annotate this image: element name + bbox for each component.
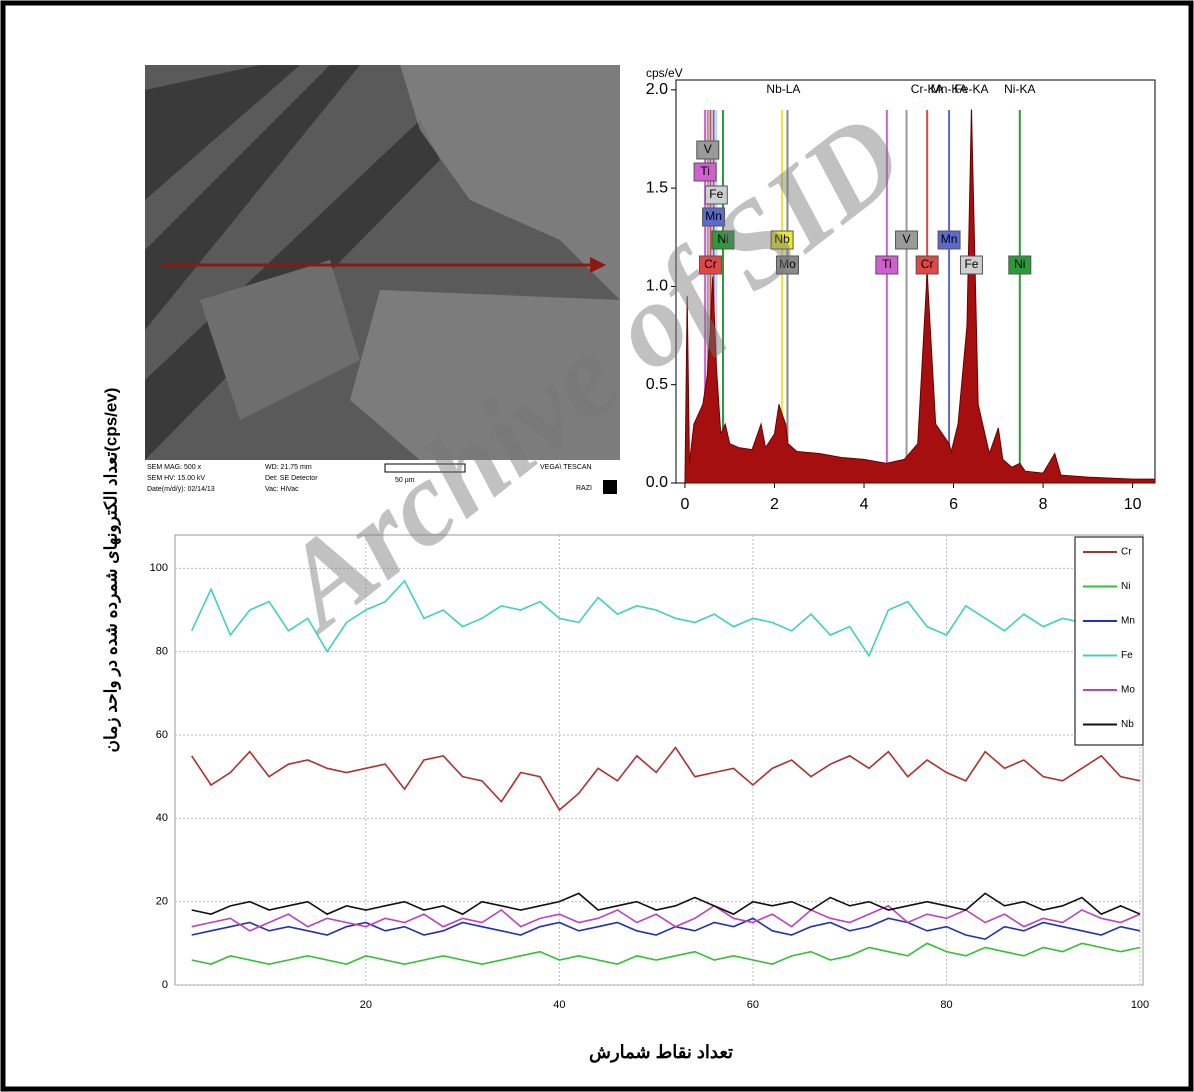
- x-tick-label: 4: [860, 496, 869, 513]
- x-tick-label: 40: [553, 999, 565, 1011]
- legend-label: Nb: [1121, 719, 1134, 730]
- y-tick-label: 20: [156, 896, 168, 908]
- y-tick-label: 60: [156, 729, 168, 741]
- element-label: Mn: [941, 232, 958, 246]
- sem-caption: SEM MAG: 500 x: [147, 464, 202, 471]
- y-tick-label: 2.0: [646, 81, 668, 98]
- element-label: Ti: [882, 257, 892, 271]
- x-tick-label: 8: [1039, 496, 1048, 513]
- peak-label: Nb-LA: [766, 82, 800, 96]
- sem-caption: Vac: HiVac: [265, 486, 299, 493]
- element-label: Fe: [964, 257, 978, 271]
- peak-label: Fe-KA: [954, 82, 988, 96]
- x-tick-label: 60: [747, 999, 759, 1011]
- legend-label: Mo: [1121, 685, 1135, 696]
- y-tick-label: 80: [156, 646, 168, 658]
- y-axis-label: cps/eV: [646, 66, 683, 80]
- x-tick-label: 6: [949, 496, 958, 513]
- sem-caption: Det: SE Detector: [265, 475, 318, 482]
- y-tick-label: 1.5: [646, 179, 668, 196]
- x-tick-label: 20: [360, 999, 372, 1011]
- sem-caption: RAZI: [576, 485, 592, 492]
- x-axis-label: تعداد نقاط شمارش: [589, 1042, 733, 1063]
- x-tick-label: 100: [1131, 999, 1149, 1011]
- x-tick-label: 80: [940, 999, 952, 1011]
- x-tick-label: 10: [1124, 496, 1142, 513]
- x-tick-label: 0: [681, 496, 690, 513]
- y-tick-label: 100: [150, 562, 168, 574]
- y-tick-label: 40: [156, 812, 168, 824]
- sem-caption: SEM HV: 15.00 kV: [147, 475, 205, 482]
- sem-caption: Date(m/d/y): 02/14/13: [147, 486, 215, 493]
- element-label: Cr: [921, 257, 934, 271]
- element-label: V: [704, 142, 712, 156]
- element-label: V: [903, 232, 911, 246]
- element-label: Ti: [700, 164, 710, 178]
- y-axis-label: تعداد الکترونهای شمرده شده در واحد زمان(…: [101, 388, 121, 753]
- peak-label: Ni-KA: [1004, 82, 1035, 96]
- legend-label: Cr: [1121, 547, 1132, 558]
- legend-label: Fe: [1121, 650, 1133, 661]
- sem-caption: WD: 21.75 mm: [265, 464, 312, 471]
- sem-logo: [603, 480, 617, 494]
- legend-label: Ni: [1121, 581, 1130, 592]
- legend-box: [1075, 537, 1143, 745]
- figure: SEM MAG: 500 xWD: 21.75 mmVEGA\ TESCANSE…: [0, 0, 1194, 1092]
- element-label: Ni: [1014, 257, 1025, 271]
- y-tick-label: 0.0: [646, 474, 668, 491]
- y-tick-label: 0: [162, 979, 168, 991]
- legend-label: Mn: [1121, 616, 1135, 627]
- x-tick-label: 2: [770, 496, 779, 513]
